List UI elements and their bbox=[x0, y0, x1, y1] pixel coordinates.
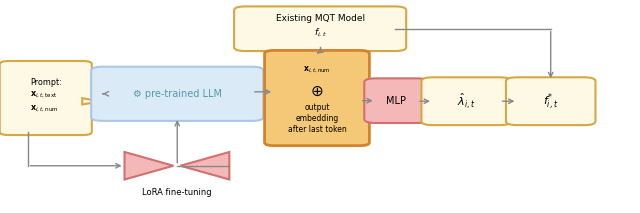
Text: Prompt:
$\mathbf{x}_{i,t,\mathrm{text}}$
$\mathbf{x}_{i,t,\mathrm{num}}$: Prompt: $\mathbf{x}_{i,t,\mathrm{text}}$… bbox=[30, 78, 61, 114]
Text: $\oplus$: $\oplus$ bbox=[310, 84, 324, 99]
FancyBboxPatch shape bbox=[234, 6, 406, 51]
FancyBboxPatch shape bbox=[422, 77, 511, 125]
Text: LoRA fine-tuning: LoRA fine-tuning bbox=[142, 188, 212, 197]
Text: ⚙ pre-trained LLM: ⚙ pre-trained LLM bbox=[132, 89, 221, 99]
FancyBboxPatch shape bbox=[264, 50, 369, 146]
FancyBboxPatch shape bbox=[364, 78, 428, 123]
Text: Existing MQT Model
$f_{i,t}$: Existing MQT Model $f_{i,t}$ bbox=[276, 14, 365, 39]
FancyBboxPatch shape bbox=[506, 77, 595, 125]
FancyBboxPatch shape bbox=[91, 67, 263, 121]
Polygon shape bbox=[180, 152, 229, 180]
Polygon shape bbox=[83, 98, 100, 105]
FancyBboxPatch shape bbox=[0, 61, 92, 135]
Text: $\hat{\lambda}_{i,t}$: $\hat{\lambda}_{i,t}$ bbox=[457, 91, 476, 111]
Text: MLP: MLP bbox=[387, 96, 406, 106]
Text: $\mathbf{x}_{i,t,\mathrm{num}}$: $\mathbf{x}_{i,t,\mathrm{num}}$ bbox=[303, 65, 331, 75]
Polygon shape bbox=[125, 152, 173, 180]
Text: $f_{i,t}^{*}$: $f_{i,t}^{*}$ bbox=[543, 91, 558, 112]
Text: output
embedding
after last token: output embedding after last token bbox=[287, 103, 346, 134]
